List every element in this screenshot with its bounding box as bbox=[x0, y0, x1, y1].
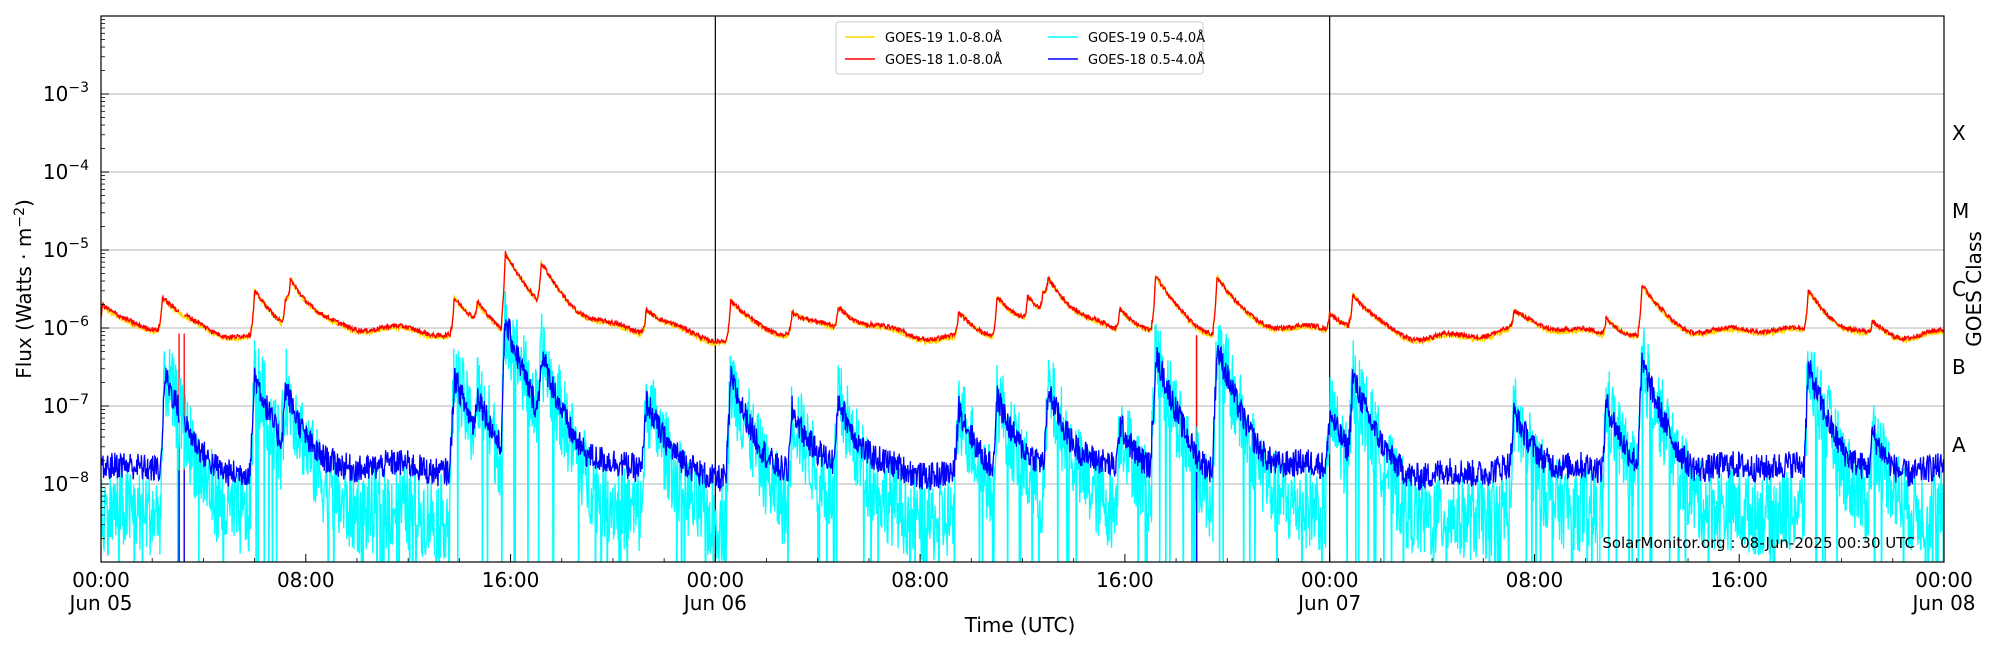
goes-class-B: B bbox=[1952, 355, 1966, 379]
goes-class-A: A bbox=[1952, 433, 1966, 457]
x-tick-label-7: 08:00 bbox=[1506, 568, 1564, 592]
x-tick-label-1: 08:00 bbox=[277, 568, 335, 592]
x-tick-date-0: Jun 05 bbox=[67, 591, 132, 615]
x-tick-label-8: 16:00 bbox=[1710, 568, 1768, 592]
goes-class-C: C bbox=[1952, 277, 1966, 301]
series-line-3 bbox=[101, 317, 1944, 492]
legend-label-0: GOES-19 1.0-8.0Å bbox=[885, 30, 1002, 46]
y-tick-label-1: 10−7 bbox=[43, 392, 89, 418]
x-axis-label: Time (UTC) bbox=[964, 613, 1076, 637]
x-tick-label-5: 16:00 bbox=[1096, 568, 1154, 592]
y-tick-label-0: 10−8 bbox=[43, 470, 89, 496]
y-axis-label: Flux (Watts · m−2) bbox=[12, 199, 36, 379]
x-tick-label-6: 00:00 bbox=[1301, 568, 1359, 592]
series-lines bbox=[101, 250, 1944, 562]
x-tick-label-4: 08:00 bbox=[891, 568, 949, 592]
y-tick-label-4: 10−4 bbox=[43, 158, 89, 184]
y-tick-label-5: 10−3 bbox=[43, 80, 89, 106]
legend-label-1: GOES-18 1.0-8.0Å bbox=[885, 52, 1002, 68]
goes-class-labels: A B C M X bbox=[1952, 121, 1969, 457]
x-tick-date-6: Jun 07 bbox=[1296, 591, 1361, 615]
axis-ticks bbox=[100, 19, 1945, 562]
x-tick-date-3: Jun 06 bbox=[682, 591, 747, 615]
goes-class-M: M bbox=[1952, 199, 1969, 223]
y-tick-label-3: 10−5 bbox=[43, 236, 89, 262]
x-tick-label-2: 16:00 bbox=[482, 568, 540, 592]
goes-class-axis-label: GOES Class bbox=[1962, 231, 1986, 347]
legend-label-2: GOES-19 0.5-4.0Å bbox=[1088, 30, 1205, 46]
legend-box bbox=[835, 21, 1204, 75]
series-line-0 bbox=[101, 251, 1944, 348]
x-tick-date-9: Jun 08 bbox=[1910, 591, 1975, 615]
y-tick-labels: 10−8 10−7 10−6 10−5 10−4 10−3 bbox=[43, 80, 89, 496]
x-tick-label-9: 00:00 bbox=[1915, 568, 1973, 592]
goes-class-X: X bbox=[1952, 121, 1966, 145]
y-tick-label-2: 10−6 bbox=[43, 314, 89, 340]
legend-label-3: GOES-18 0.5-4.0Å bbox=[1088, 52, 1205, 68]
x-tick-label-3: 00:00 bbox=[687, 568, 745, 592]
credit-text: SolarMonitor.org : 08-Jun-2025 00:30 UTC bbox=[1602, 534, 1915, 552]
series-line-1 bbox=[101, 250, 1944, 345]
x-tick-label-0: 00:00 bbox=[72, 568, 130, 592]
legend: GOES-19 1.0-8.0Å GOES-18 1.0-8.0Å GOES-19 … bbox=[835, 21, 1205, 75]
